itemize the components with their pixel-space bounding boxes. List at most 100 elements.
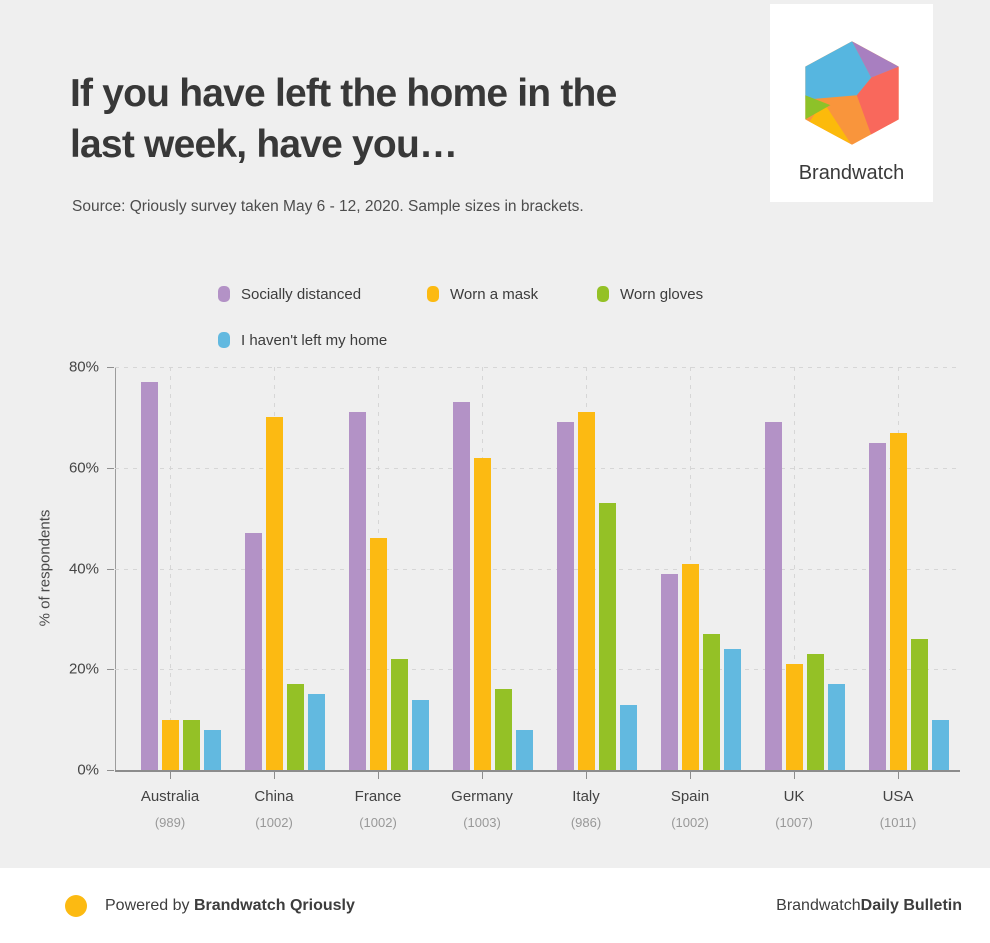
bar <box>474 457 491 770</box>
y-tick-label: 0% <box>77 761 99 779</box>
bars <box>141 382 221 770</box>
plot-area: Australia (989) China (1002) France (1002) Ger… <box>115 367 960 830</box>
bars <box>557 412 637 770</box>
legend-swatch-icon <box>218 332 230 348</box>
bar <box>578 412 595 770</box>
bars <box>765 422 845 770</box>
bars <box>349 412 429 770</box>
legend-label: Worn gloves <box>620 285 704 303</box>
legend-item: Worn gloves <box>597 285 703 303</box>
bars <box>661 563 741 770</box>
x-category-label: France <box>354 788 402 805</box>
bar-group-australia: Australia (989) <box>118 367 222 830</box>
bar <box>141 382 158 770</box>
bar <box>786 664 803 770</box>
legend-swatch-icon <box>427 286 439 302</box>
bar <box>682 563 699 770</box>
x-tick-mark <box>378 772 379 779</box>
brandwatch-hexagon-icon <box>805 41 899 145</box>
x-tick-mark <box>794 772 795 779</box>
y-tick-label: 80% <box>68 358 99 376</box>
powered-by-text: Powered by Brandwatch Qriously <box>105 897 355 915</box>
bar <box>308 694 325 770</box>
bulletin-prefix: Brandwatch <box>776 896 861 914</box>
x-category-label: USA <box>882 788 914 805</box>
x-category-label: Germany <box>451 788 513 805</box>
y-axis: 80% 60% 40% 20% 0% <box>0 359 115 779</box>
sample-size-label: (1002) <box>359 815 397 830</box>
powered-by-prefix: Powered by <box>105 896 194 914</box>
bar <box>869 442 886 770</box>
qriously-dot-icon <box>65 894 87 917</box>
bar <box>349 412 366 770</box>
source-note: Source: Qriously survey taken May 6 - 12… <box>72 198 584 215</box>
legend-label: I haven't left my home <box>241 331 388 349</box>
bar <box>183 719 200 770</box>
bar-group-china: China (1002) <box>222 367 326 830</box>
legend-label: Socially distanced <box>241 285 362 303</box>
footer-bulletin: Brandwatch Daily Bulletin <box>776 868 962 943</box>
footer-bar: Powered by Brandwatch Qriously Brandwatc… <box>0 868 990 943</box>
bar-group-france: France (1002) <box>326 367 430 830</box>
bar <box>204 729 221 770</box>
bars <box>869 432 949 770</box>
y-tick-mark <box>107 568 114 570</box>
bar <box>620 704 637 770</box>
bar-group-usa: USA (1011) <box>846 367 950 830</box>
y-tick-mark <box>107 770 114 771</box>
legend-item: I haven't left my home <box>218 331 387 349</box>
bar-group-uk: UK (1007) <box>742 367 846 830</box>
legend-item: Worn a mask <box>427 285 538 303</box>
bar-group-spain: Spain (1002) <box>638 367 742 830</box>
bar <box>516 729 533 770</box>
x-tick-mark <box>690 772 691 779</box>
sample-size-label: (986) <box>570 815 602 830</box>
bar <box>162 719 179 770</box>
x-tick-mark <box>898 772 899 779</box>
brandwatch-logo-card: Brandwatch <box>770 4 933 202</box>
x-category-label: UK <box>783 788 805 805</box>
bars <box>245 417 325 770</box>
y-tick-label: 20% <box>68 660 99 678</box>
gridline-horizontal <box>115 568 960 570</box>
sample-size-label: (989) <box>154 815 186 830</box>
x-category-label: China <box>254 788 294 805</box>
sample-size-label: (1002) <box>671 815 709 830</box>
y-tick-label: 60% <box>68 459 99 477</box>
bar <box>245 533 262 770</box>
x-axis-line <box>115 770 960 772</box>
bars <box>453 402 533 770</box>
x-tick-mark <box>170 772 171 779</box>
bar <box>765 422 782 770</box>
bar-group-germany: Germany (1003) <box>430 367 534 830</box>
bar-group-italy: Italy (986) <box>534 367 638 830</box>
brandwatch-wordmark: Brandwatch <box>798 162 905 184</box>
sample-size-label: (1011) <box>879 815 917 830</box>
bar <box>703 634 720 770</box>
bar <box>599 503 616 770</box>
gridline-horizontal <box>115 467 960 469</box>
y-tick-mark <box>107 467 114 469</box>
bar <box>370 538 387 770</box>
x-tick-mark <box>274 772 275 779</box>
x-category-label: Italy <box>572 788 600 805</box>
bar <box>557 422 574 770</box>
bar <box>911 639 928 770</box>
powered-by-brand: Brandwatch Qriously <box>193 896 355 914</box>
legend-swatch-icon <box>597 286 609 302</box>
sample-size-label: (1003) <box>463 815 501 830</box>
gridline-vertical <box>794 367 795 770</box>
bar <box>724 649 741 770</box>
bar <box>807 654 824 770</box>
x-category-label: Spain <box>670 788 710 805</box>
bar <box>890 432 907 770</box>
x-tick-mark <box>586 772 587 779</box>
x-tick-mark <box>482 772 483 779</box>
legend-swatch-icon <box>218 286 230 302</box>
y-tick-mark <box>107 367 114 368</box>
gridline-horizontal <box>115 669 960 671</box>
bar <box>391 659 408 770</box>
x-category-label: Australia <box>140 788 200 805</box>
footer-powered-by: Powered by Brandwatch Qriously <box>65 868 355 943</box>
